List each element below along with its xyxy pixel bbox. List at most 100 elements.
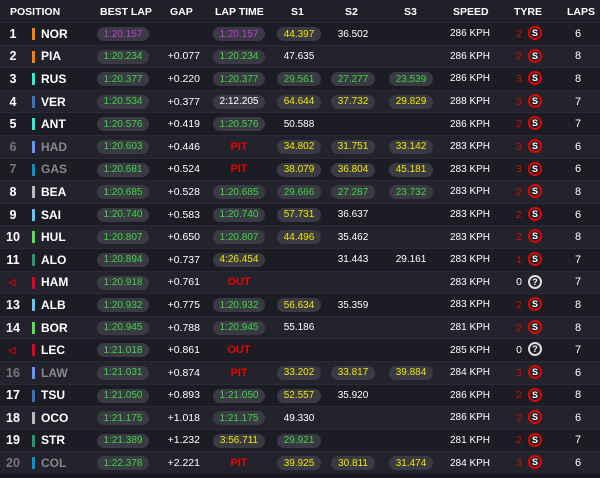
driver-code[interactable]: LAW [41,365,68,380]
table-row[interactable]: 9 SAI 1:20.740 +0.583 1:20.740 57.731 36.637 28… [0,202,600,226]
table-row[interactable]: 4 VER 1:20.534 +0.377 2:12.205 64.644 37.732 29… [0,89,600,113]
table-row[interactable]: 5 ANT 1:20.576 +0.419 1:20.576 50.588 286 KPH 2… [0,112,600,135]
sector-1-time: 44.397 [277,27,321,41]
team-color-bar [32,28,35,40]
sector-2-time: 36.637 [337,209,369,221]
table-row[interactable]: 11 ALO 1:20.894 +0.737 4:26.454 31.443 29.161 2… [0,247,600,271]
driver-code[interactable]: ALO [41,252,67,267]
soft-tyre-icon: S [528,184,542,199]
best-lap-time: 1:20.576 [97,117,149,132]
table-row[interactable]: ◁ HAM 1:20.918 +0.761 OUT 283 KPH 0? 7 [0,270,600,294]
last-lap-time: 1:20.740 [213,207,265,222]
sector-2-time: 27.277 [331,72,375,87]
driver-code[interactable]: NOR [41,26,68,41]
driver-code[interactable]: PIA [41,49,62,64]
header-tyre[interactable]: TYRE [514,6,543,18]
table-row[interactable]: 6 HAD 1:20.603 +0.446 PIT 34.802 31.751 33.142 2… [0,134,600,158]
team-color-bar [32,321,35,334]
driver-code[interactable]: HUL [41,230,66,245]
driver-code[interactable]: ANT [41,117,66,132]
table-row[interactable]: 18 OCO 1:21.175 +1.018 1:21.175 49.330 286 KPH… [0,406,600,429]
driver-code[interactable]: COL [41,456,67,471]
speed-value: 286 KPH [450,73,491,85]
header-gap[interactable]: GAP [170,6,193,18]
table-row[interactable]: 20 COL 1:22.378 +2.221 PIT 39.925 30.811 31.474… [0,451,600,474]
position-number: 16 [6,365,20,380]
tyre-age: 3 [516,366,522,379]
driver-code[interactable]: STR [41,433,65,448]
driver-code[interactable]: HAD [41,139,67,154]
best-lap-time: 1:20.377 [97,72,149,87]
driver-code[interactable]: GAS [41,162,68,177]
driver-code[interactable]: ALB [41,297,66,312]
table-row[interactable]: 10 HUL 1:20.807 +0.650 1:20.807 44.496 35.462 2… [0,225,600,248]
team-color-bar [32,344,35,357]
tyre-age: 2 [516,50,522,63]
laps-count: 7 [574,276,582,289]
header-best-lap[interactable]: BEST LAP [100,6,152,18]
speed-value: 286 KPH [450,50,491,62]
soft-tyre-icon: S [528,229,542,244]
sector-2-time: 27.287 [331,185,375,200]
header-s2[interactable]: S2 [345,6,358,18]
driver-code[interactable]: OCO [41,410,69,425]
best-lap-time: 1:21.389 [97,433,149,448]
speed-value: 283 KPH [450,141,491,153]
gap-value: +0.524 [167,163,200,176]
speed-value: 283 KPH [450,276,491,288]
header-s3[interactable]: S3 [404,6,417,18]
team-color-bar [32,299,35,312]
soft-tyre-icon: S [528,387,542,402]
soft-tyre-icon: S [528,297,542,312]
driver-code[interactable]: HAM [41,275,69,290]
lap-status: PIT [230,140,248,153]
tyre-age: 3 [516,163,522,176]
table-row[interactable]: 7 GAS 1:20.681 +0.524 PIT 38.079 36.804 45.181 2… [0,157,600,181]
out-indicator-icon: ◁ [8,344,16,355]
tyre-age: 2 [516,298,522,311]
sector-2-time: 36.804 [331,162,375,177]
header-s1[interactable]: S1 [291,6,304,18]
driver-code[interactable]: BOR [41,320,68,335]
best-lap-time: 1:20.945 [97,320,149,335]
table-row[interactable]: 13 ALB 1:20.932 +0.775 1:20.932 56.634 35.359 2… [0,293,600,316]
sector-1-time: 56.634 [277,298,321,313]
gap-value: +0.874 [167,366,200,379]
driver-code[interactable]: SAI [41,207,62,222]
driver-code[interactable]: RUS [41,71,67,86]
driver-code[interactable]: BEA [41,184,67,199]
table-row[interactable]: 1 NOR 1:20.157 1:20.157 44.397 36.502 286 KPH 2… [0,22,600,45]
tyre-age: 2 [516,321,522,334]
best-lap-time: 1:20.603 [97,139,149,154]
sector-3-time: 29.829 [389,94,433,109]
position-number: 1 [9,26,17,41]
header-speed[interactable]: SPEED [453,6,489,18]
unknown-tyre-icon: ? [528,342,542,357]
driver-code[interactable]: VER [41,94,66,109]
table-row[interactable]: 2 PIA 1:20.234 +0.077 1:20.234 47.635 286 KPH 2… [0,44,600,68]
table-row[interactable]: 19 STR 1:21.389 +1.232 3:56.711 29.921 281 KPH… [0,428,600,452]
driver-code[interactable]: TSU [41,388,65,403]
tyre-age: 2 [516,231,522,244]
sector-2-time: 31.751 [331,139,375,154]
sector-1-time: 33.202 [277,365,321,380]
position-number: 7 [9,162,17,177]
header-position[interactable]: POSITION [10,6,61,18]
table-row[interactable]: 16 LAW 1:21.031 +0.874 PIT 33.202 33.817 39.884… [0,360,600,384]
team-color-bar [32,186,35,199]
speed-value: 281 KPH [450,322,491,334]
best-lap-time: 1:20.234 [97,49,149,64]
table-row[interactable]: ◁ LEC 1:21.018 +0.861 OUT 285 KPH 0? 7 [0,338,600,361]
team-color-bar [32,253,35,266]
header-lap-time[interactable]: LAP TIME [215,6,264,18]
table-row[interactable]: 3 RUS 1:20.377 +0.220 1:20.377 29.561 27.277 23… [0,67,600,90]
table-row[interactable]: 8 BEA 1:20.685 +0.528 1:20.685 29.666 27.287 23… [0,180,600,203]
sector-1-time: 49.330 [283,412,315,424]
driver-code[interactable]: LEC [41,343,65,358]
header-laps[interactable]: LAPS [567,6,596,18]
tyre-age: 3 [516,72,522,85]
table-row[interactable]: 17 TSU 1:21.050 +0.893 1:21.050 52.557 35.920 2… [0,383,600,407]
last-lap-time: 1:21.050 [213,388,265,403]
table-row[interactable]: 14 BOR 1:20.945 +0.788 1:20.945 55.186 281 KPH… [0,315,600,339]
